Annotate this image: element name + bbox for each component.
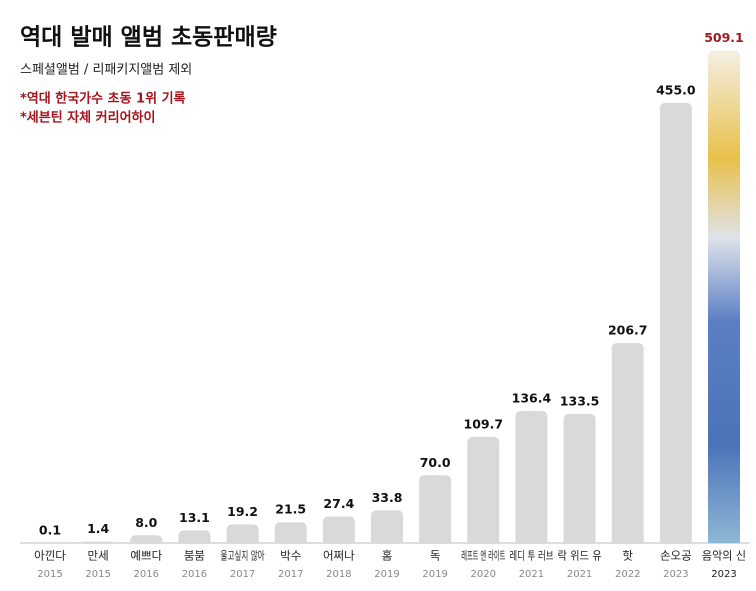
- bar: [82, 541, 115, 543]
- value-label: 455.0: [656, 82, 696, 97]
- subtitle: 스페셜앨범 / 리패키지앨범 제외: [20, 63, 192, 78]
- x-tick-year: 2018: [326, 569, 351, 580]
- x-tick-year: 2022: [615, 569, 640, 580]
- x-tick-label: 예쁘다: [130, 549, 162, 563]
- annotation: *역대 한국가수 초동 1위 기록: [20, 91, 186, 107]
- bar: [563, 413, 596, 543]
- x-tick-label: 락 위드 유: [558, 549, 602, 563]
- bar: [659, 102, 692, 543]
- x-tick-year: 2019: [374, 569, 399, 580]
- x-tick-year: 2017: [278, 569, 303, 580]
- x-tick-year: 2017: [230, 569, 255, 580]
- value-label: 136.4: [512, 391, 552, 406]
- x-tick-year: 2016: [134, 569, 159, 580]
- x-tick-year: 2023: [711, 569, 736, 580]
- annotation: *세븐틴 자체 커리어하이: [20, 110, 155, 126]
- x-tick-label: 레프트 앤 라이트: [461, 549, 505, 563]
- bar: [371, 510, 403, 543]
- bar: [419, 475, 452, 543]
- bar: [274, 522, 307, 543]
- x-tick-label: 울고싶지 않아: [221, 549, 265, 563]
- x-tick-year: 2021: [567, 569, 592, 580]
- x-tick-year: 2015: [85, 569, 110, 580]
- value-label: 70.0: [420, 455, 451, 470]
- x-tick-year: 2015: [37, 569, 62, 580]
- chart-title: 역대 발매 앨범 초동판매량: [20, 25, 277, 51]
- bar: [130, 535, 163, 543]
- bar: [467, 436, 500, 543]
- value-label: 509.1: [704, 30, 744, 45]
- x-tick-label: 붐붐: [184, 549, 205, 563]
- x-tick-label: 음악의 신: [702, 549, 746, 563]
- x-tick-label: 박수: [280, 549, 301, 563]
- x-tick-label: 손오공: [660, 549, 692, 563]
- x-tick-label: 아낀다: [34, 549, 66, 563]
- value-label: 0.1: [39, 522, 61, 537]
- value-label: 206.7: [608, 323, 648, 338]
- bar: [515, 411, 548, 543]
- value-label: 1.4: [87, 521, 109, 536]
- value-label: 109.7: [464, 416, 504, 431]
- x-tick-label: 어쩌나: [323, 549, 355, 563]
- x-tick-year: 2021: [519, 569, 544, 580]
- x-tick-label: 핫: [622, 549, 633, 563]
- value-label: 33.8: [372, 490, 403, 505]
- value-label: 21.5: [275, 502, 306, 517]
- bar: [611, 343, 644, 543]
- x-tick-label: 만세: [88, 549, 109, 563]
- x-tick-label: 홈: [382, 549, 393, 563]
- bar: [708, 50, 740, 544]
- x-tick-label: 레디 투 러브: [509, 549, 553, 563]
- x-tick-year: 2016: [182, 569, 207, 580]
- value-label: 8.0: [135, 515, 157, 530]
- value-label: 133.5: [560, 393, 600, 408]
- value-label: 27.4: [323, 496, 354, 511]
- bar: [178, 530, 211, 543]
- x-tick-label: 독: [430, 549, 441, 563]
- bar: [322, 516, 355, 543]
- bar: [226, 524, 259, 543]
- value-label: 19.2: [227, 504, 258, 519]
- x-tick-year: 2023: [663, 569, 688, 580]
- value-label: 13.1: [179, 510, 210, 525]
- x-tick-year: 2020: [471, 569, 496, 580]
- x-tick-year: 2019: [422, 569, 447, 580]
